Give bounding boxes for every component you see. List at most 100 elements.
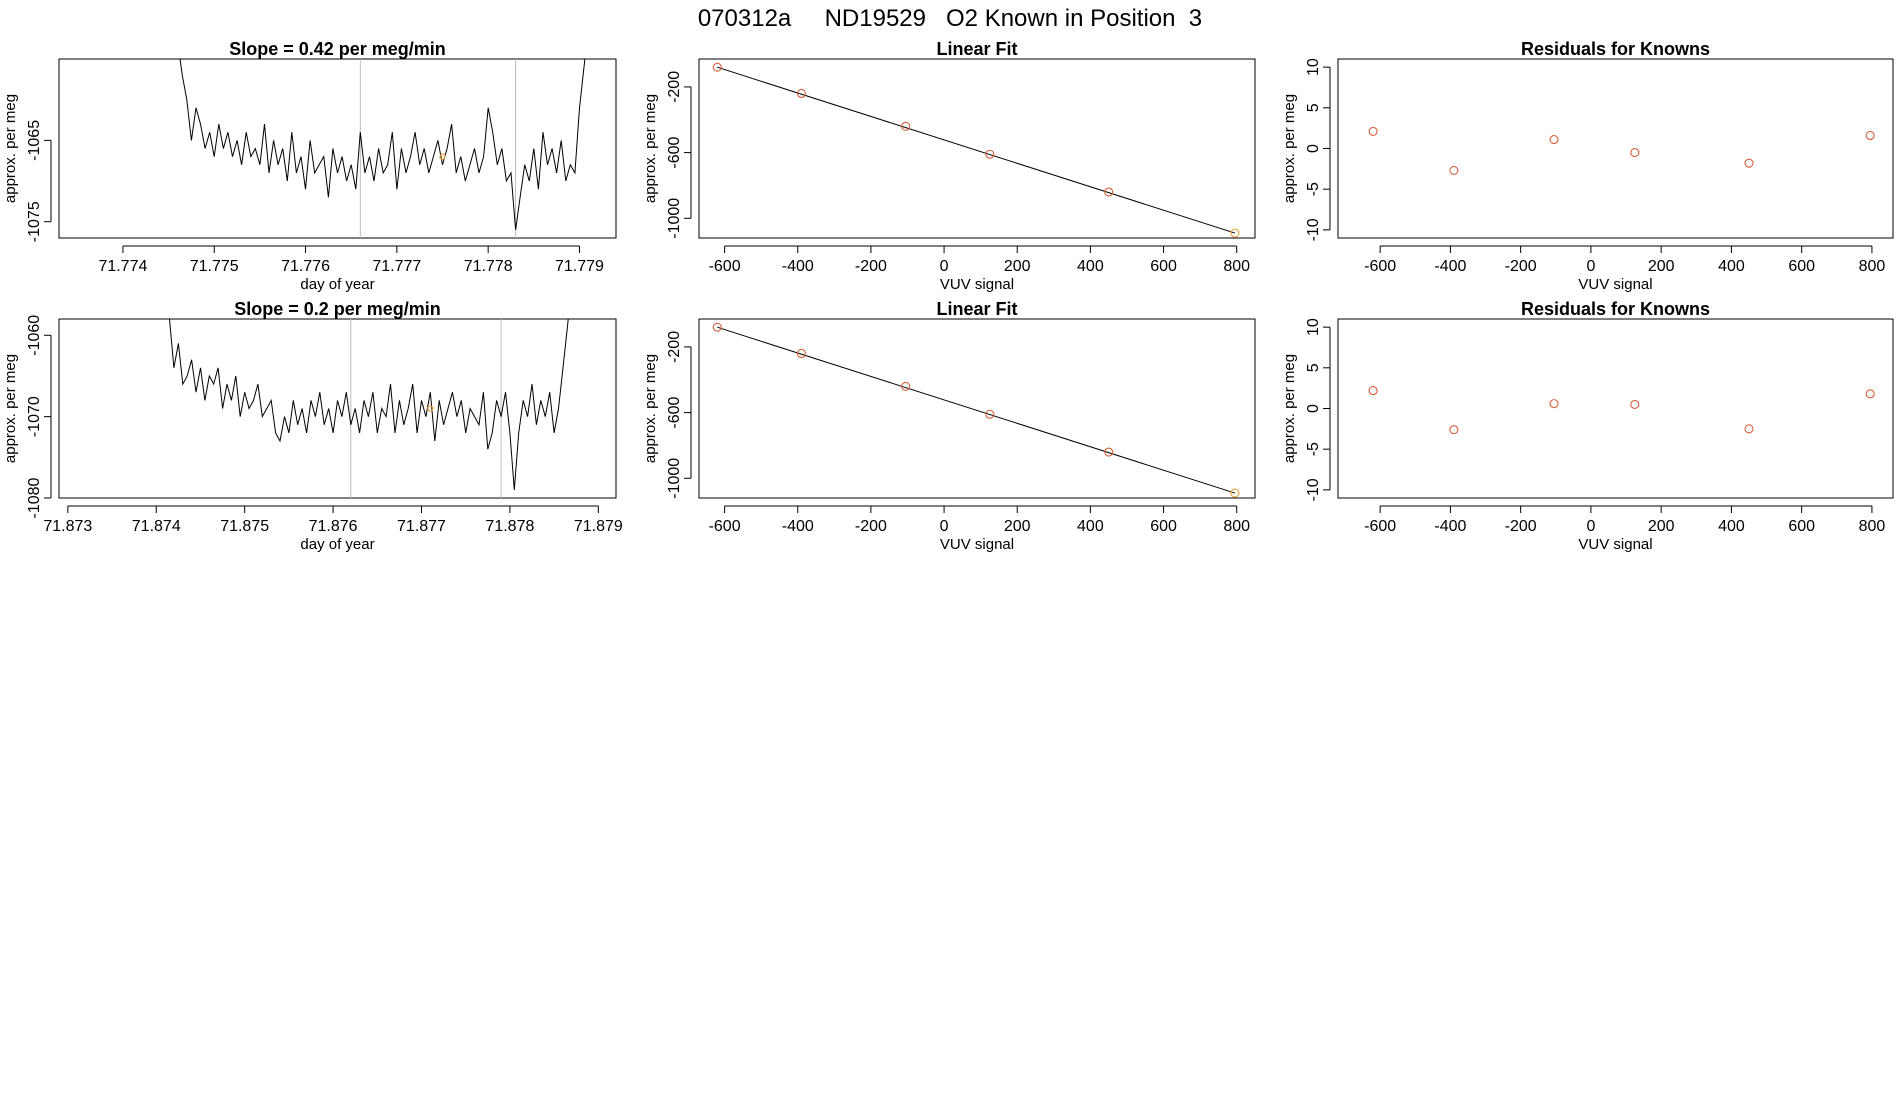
x-tick-label: 71.874 — [132, 518, 181, 535]
data-point — [901, 121, 911, 131]
x-tick-label: 600 — [1788, 518, 1815, 535]
highlight-point — [1230, 228, 1240, 238]
y-axis-title: approx. per meg — [2, 354, 19, 463]
x-tick-label: 71.775 — [190, 258, 239, 275]
plot-frame — [698, 318, 1256, 499]
panel-title: Slope = 0.2 per meg/min — [234, 299, 441, 319]
x-tick-label: 800 — [1223, 518, 1250, 535]
y-tick-label: -600 — [666, 396, 683, 428]
r1-timeseries-panel: Slope = 0.42 per meg/min 71.774 71.775 71.7… — [2, 39, 617, 293]
x-axis-title: day of year — [300, 276, 374, 293]
x-axis-title: day of year — [300, 536, 374, 553]
data-point — [712, 62, 722, 72]
y-tick-label: -1065 — [26, 120, 43, 161]
x-axis-title: VUV signal — [1578, 276, 1652, 293]
r1-linearfit-panel: Linear Fit -600 -400 -200 0 200 400 600 800 VUV s… — [642, 39, 1256, 293]
panel-title: Residuals for Knowns — [1521, 299, 1710, 319]
x-tick-label: 71.877 — [397, 518, 446, 535]
y-tick-label: 0 — [1305, 144, 1322, 153]
data-point — [1368, 386, 1378, 396]
data-point — [712, 322, 722, 332]
x-tick-label: 71.776 — [281, 258, 330, 275]
x-tick-label: 71.774 — [98, 258, 147, 275]
data-point — [796, 88, 806, 99]
plot-data — [712, 322, 1240, 498]
x-tick-label: 0 — [1586, 518, 1595, 535]
data-point — [1104, 187, 1114, 197]
y-axis-title: approx. per meg — [642, 94, 659, 203]
x-tick-label: 71.873 — [43, 518, 92, 535]
x-tick-label: -600 — [709, 518, 741, 535]
x-tick-label: 71.879 — [574, 518, 623, 535]
y-tick-label: -5 — [1305, 442, 1322, 456]
x-tick-label: -400 — [782, 518, 814, 535]
x-tick-label: -600 — [1364, 258, 1396, 275]
y-tick-label: 5 — [1305, 363, 1322, 372]
page-title: 070312a ND19529 O2 Known in Position 3 — [698, 5, 1202, 32]
x-tick-label: -400 — [1434, 258, 1466, 275]
r2-linearfit-panel: Linear Fit -600 -400 -200 0 200 400 600 800 VUV s… — [642, 299, 1256, 553]
highlight-point — [427, 405, 434, 412]
data-point — [985, 149, 995, 159]
y-tick-label: 10 — [1305, 318, 1322, 336]
y-tick-label: -1080 — [26, 477, 43, 518]
x-tick-label: 400 — [1718, 518, 1745, 535]
panel-title: Residuals for Knowns — [1521, 39, 1710, 59]
y-tick-label: 10 — [1305, 58, 1322, 76]
timeseries-line — [168, 319, 569, 490]
data-point — [1549, 399, 1559, 409]
x-tick-label: 71.779 — [555, 258, 604, 275]
x-tick-label: -400 — [1434, 518, 1466, 535]
fit-line — [717, 326, 1236, 494]
y-tick-label: -10 — [1305, 478, 1322, 501]
highlight-point — [439, 153, 446, 160]
panels-group: Slope = 0.42 per meg/min 71.774 71.775 71.7… — [2, 39, 1894, 553]
x-tick-label: -200 — [855, 258, 887, 275]
panel-title: Linear Fit — [936, 299, 1017, 319]
y-tick-label: -200 — [666, 71, 683, 103]
plot-frame — [58, 318, 617, 499]
plot-data — [1368, 386, 1875, 435]
x-tick-label: 600 — [1150, 258, 1177, 275]
data-point — [1865, 130, 1875, 141]
timeseries-line — [179, 59, 586, 230]
x-tick-label: 600 — [1150, 518, 1177, 535]
y-tick-label: -200 — [666, 331, 683, 363]
x-tick-label: 800 — [1223, 258, 1250, 275]
panel-title: Slope = 0.42 per meg/min — [229, 39, 446, 59]
x-tick-label: 400 — [1077, 518, 1104, 535]
x-axis-title: VUV signal — [940, 536, 1014, 553]
y-axis-title: approx. per meg — [1281, 354, 1298, 463]
data-point — [1744, 424, 1754, 434]
x-tick-label: 71.878 — [485, 518, 534, 535]
x-tick-label: 200 — [1648, 518, 1675, 535]
plot-data — [179, 59, 586, 238]
x-tick-label: 71.778 — [464, 258, 513, 275]
plot-data — [712, 62, 1240, 238]
x-tick-label: 600 — [1788, 258, 1815, 275]
plot-frame — [698, 58, 1256, 239]
data-point — [1368, 126, 1378, 136]
data-point — [1744, 158, 1754, 168]
y-tick-label: -600 — [666, 136, 683, 168]
x-tick-label: 0 — [940, 258, 949, 275]
data-point — [1449, 425, 1459, 435]
data-point — [1449, 165, 1459, 176]
plot-frame — [1337, 58, 1894, 239]
data-point — [1865, 389, 1875, 399]
y-tick-label: 5 — [1305, 103, 1322, 112]
x-tick-label: 800 — [1859, 518, 1886, 535]
plot-data — [1368, 126, 1875, 176]
x-tick-label: -600 — [1364, 518, 1396, 535]
data-point — [796, 348, 806, 359]
y-tick-label: 0 — [1305, 404, 1322, 413]
x-tick-label: 200 — [1004, 258, 1031, 275]
r2-timeseries-panel: Slope = 0.2 per meg/min 71.873 71.874 71.87… — [2, 299, 623, 553]
data-point — [1630, 148, 1640, 158]
x-tick-label: 71.875 — [220, 518, 269, 535]
x-tick-label: 71.876 — [309, 518, 358, 535]
data-point — [1630, 399, 1640, 409]
highlight-point — [1230, 488, 1240, 498]
plot-frame — [58, 58, 617, 239]
